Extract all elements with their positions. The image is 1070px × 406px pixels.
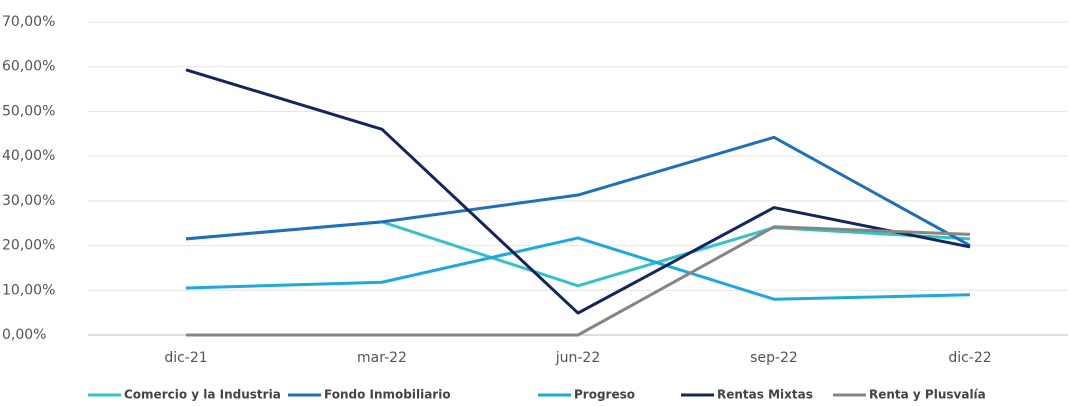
x-tick-label: dic-21 (164, 350, 207, 366)
y-tick-label: 0,00% (2, 327, 46, 343)
y-tick-label: 10,00% (2, 282, 55, 298)
series-line (185, 220, 971, 288)
y-tick-label: 20,00% (2, 238, 55, 254)
y-tick-label: 70,00% (2, 14, 55, 30)
series-line (186, 225, 971, 337)
x-tick-label: sep-22 (750, 350, 798, 366)
x-tick-label: dic-22 (948, 350, 991, 366)
y-tick-label: 40,00% (2, 148, 55, 164)
series-line (185, 68, 971, 315)
legend-label: Comercio y la Industria (124, 388, 281, 402)
legend-label: Renta y Plusvalía (869, 388, 986, 402)
legend-label: Rentas Mixtas (717, 388, 813, 402)
y-tick-label: 50,00% (2, 103, 55, 119)
y-tick-label: 30,00% (2, 193, 55, 209)
x-tick-label: jun-22 (555, 350, 601, 366)
x-tick-label: mar-22 (357, 350, 407, 366)
y-tick-label: 60,00% (2, 59, 55, 75)
series-line (185, 236, 971, 301)
legend-label: Fondo Inmobiliario (324, 388, 451, 402)
legend-label: Progreso (574, 388, 635, 402)
series-line (185, 135, 971, 247)
